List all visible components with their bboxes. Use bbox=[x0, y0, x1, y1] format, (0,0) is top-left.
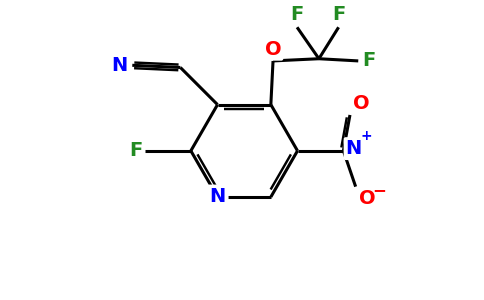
Text: F: F bbox=[130, 141, 143, 160]
Text: N: N bbox=[346, 139, 362, 158]
Text: N: N bbox=[112, 56, 128, 75]
Text: −: − bbox=[373, 181, 387, 199]
Text: +: + bbox=[360, 128, 372, 142]
Text: F: F bbox=[290, 5, 303, 24]
Text: O: O bbox=[265, 40, 281, 59]
Text: F: F bbox=[362, 51, 375, 70]
Text: O: O bbox=[359, 189, 376, 208]
Text: N: N bbox=[210, 188, 226, 206]
Text: O: O bbox=[353, 94, 370, 113]
Text: F: F bbox=[332, 5, 345, 24]
